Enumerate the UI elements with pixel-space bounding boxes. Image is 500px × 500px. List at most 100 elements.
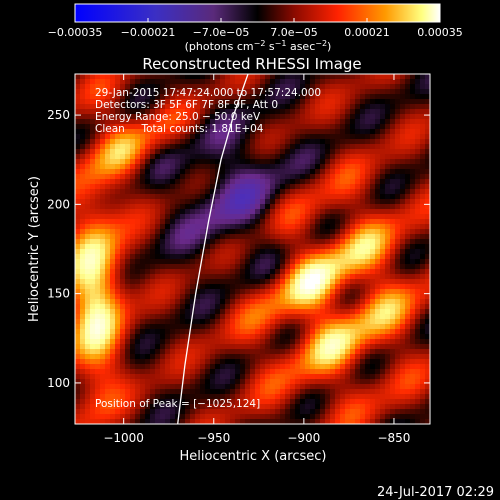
heatmap-cell	[285, 244, 291, 250]
heatmap-cell	[130, 324, 136, 330]
heatmap-cell	[400, 189, 406, 195]
heatmap-cell	[385, 219, 391, 225]
heatmap-cell	[120, 269, 126, 275]
heatmap-cell	[425, 349, 430, 355]
heatmap-cell	[370, 139, 376, 145]
heatmap-cell	[400, 169, 406, 175]
heatmap-cell	[310, 239, 316, 245]
heatmap-cell	[250, 134, 256, 140]
heatmap-cell	[195, 354, 201, 360]
heatmap-cell	[215, 419, 221, 424]
heatmap-cell	[295, 139, 301, 145]
heatmap-cell	[90, 149, 96, 155]
heatmap-cell	[165, 319, 171, 325]
heatmap-cell	[290, 399, 296, 405]
heatmap-cell	[275, 354, 281, 360]
heatmap-cell	[415, 239, 421, 245]
heatmap-cell	[75, 129, 81, 135]
heatmap-cell	[85, 204, 91, 210]
heatmap-cell	[310, 404, 316, 410]
heatmap-cell	[175, 224, 181, 230]
heatmap-cell	[370, 149, 376, 155]
heatmap-cell	[170, 74, 176, 80]
heatmap-cell	[400, 294, 406, 300]
heatmap-cell	[80, 204, 86, 210]
heatmap-cell	[220, 354, 226, 360]
heatmap-cell	[95, 169, 101, 175]
heatmap-cell	[335, 199, 341, 205]
heatmap-cell	[145, 324, 151, 330]
heatmap-cell	[130, 219, 136, 225]
heatmap-cell	[120, 259, 126, 265]
heatmap-cell	[90, 219, 96, 225]
heatmap-cell	[105, 264, 111, 270]
heatmap-cell	[140, 324, 146, 330]
heatmap-cell	[410, 119, 416, 125]
heatmap-cell	[295, 74, 301, 80]
heatmap-cell	[105, 129, 111, 135]
heatmap-cell	[165, 354, 171, 360]
heatmap-cell	[215, 259, 221, 265]
heatmap-cell	[265, 404, 271, 410]
heatmap-cell	[145, 329, 151, 335]
heatmap-cell	[395, 159, 401, 165]
heatmap-cell	[225, 374, 231, 380]
heatmap-cell	[125, 344, 131, 350]
heatmap-cell	[120, 369, 126, 375]
heatmap-cell	[220, 89, 226, 95]
heatmap-cell	[195, 404, 201, 410]
heatmap-cell	[210, 209, 216, 215]
heatmap-cell	[90, 379, 96, 385]
heatmap-cell	[135, 354, 141, 360]
heatmap-cell	[145, 279, 151, 285]
heatmap-cell	[345, 214, 351, 220]
heatmap-cell	[220, 394, 226, 400]
heatmap-cell	[280, 389, 286, 395]
colorbar-ticks: −0.00035 −0.00021 −7.0e−05 7.0e−05 0.00021 0.…	[48, 18, 463, 39]
heatmap-cell	[360, 74, 366, 80]
heatmap-cell	[285, 209, 291, 215]
heatmap-cell	[315, 189, 321, 195]
heatmap-cell	[200, 264, 206, 270]
heatmap-cell	[90, 169, 96, 175]
heatmap-cell	[240, 419, 246, 424]
heatmap-cell	[170, 219, 176, 225]
heatmap-cell	[140, 284, 146, 290]
heatmap-cell	[130, 179, 136, 185]
heatmap-cell	[425, 299, 430, 305]
heatmap-cell	[85, 354, 91, 360]
heatmap-cell	[355, 244, 361, 250]
heatmap-cell	[210, 259, 216, 265]
heatmap-cell	[140, 399, 146, 405]
heatmap-cell	[160, 369, 166, 375]
heatmap-cell	[370, 289, 376, 295]
heatmap-cell	[330, 404, 336, 410]
heatmap-cell	[235, 384, 241, 390]
heatmap-cell	[210, 284, 216, 290]
heatmap-cell	[175, 299, 181, 305]
heatmap-cell	[105, 414, 111, 420]
heatmap-cell	[80, 219, 86, 225]
heatmap-cell	[130, 409, 136, 415]
heatmap-cell	[155, 199, 161, 205]
heatmap-cell	[125, 179, 131, 185]
heatmap-cell	[270, 159, 276, 165]
heatmap-cell	[275, 144, 281, 150]
heatmap-cell	[375, 94, 381, 100]
heatmap-cell	[265, 189, 271, 195]
heatmap-cell	[330, 164, 336, 170]
heatmap-cell	[380, 214, 386, 220]
heatmap-cell	[205, 74, 211, 80]
heatmap-cell	[315, 414, 321, 420]
heatmap-cell	[240, 229, 246, 235]
heatmap-cell	[310, 384, 316, 390]
heatmap-cell	[405, 159, 411, 165]
heatmap-cell	[105, 79, 111, 85]
heatmap-cell	[110, 94, 116, 100]
heatmap-cell	[400, 419, 406, 424]
heatmap-cell	[360, 179, 366, 185]
heatmap-cell	[195, 104, 201, 110]
heatmap-cell	[425, 164, 430, 170]
heatmap-cell	[190, 229, 196, 235]
heatmap-cell	[75, 149, 81, 155]
